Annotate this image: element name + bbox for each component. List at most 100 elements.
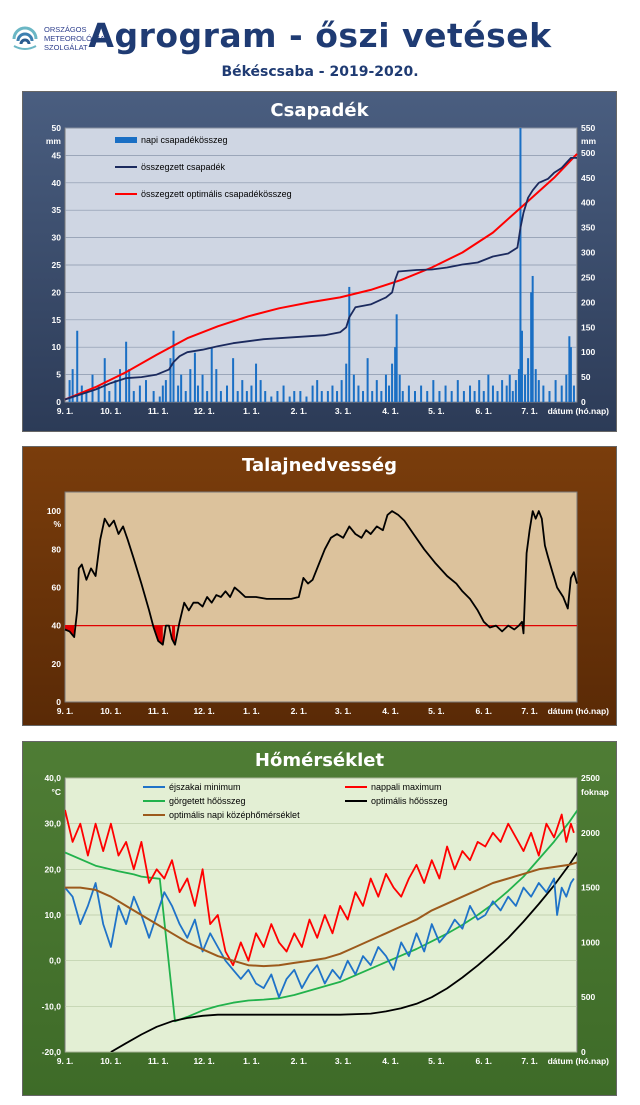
precip-bar: [469, 385, 472, 402]
y-right-tick-label: 50: [581, 372, 591, 382]
precip-bar: [432, 380, 435, 402]
precip-bar: [316, 380, 319, 402]
precip-bar: [128, 369, 131, 402]
precip-bar: [487, 374, 490, 402]
precip-bar: [505, 385, 508, 402]
cumulative-precip-line: [64, 157, 577, 401]
precip-bar: [352, 374, 355, 402]
header: ORSZÁGOS METEOROLÓGIAI SZOLGÁLAT Agrogra…: [0, 0, 640, 88]
precip-bar: [232, 358, 235, 402]
precip-bar: [542, 385, 545, 402]
y-right-tick-label: 300: [581, 248, 595, 258]
y-axis-label: %: [53, 519, 61, 529]
precip-bar: [531, 275, 534, 402]
precip-bar: [320, 391, 323, 402]
precip-bar: [145, 380, 148, 402]
precip-bar: [250, 385, 253, 402]
x-tick-label: 9. 1.: [57, 706, 74, 716]
precip-bar: [189, 369, 192, 402]
legend-label: összegzett optimális csapadékösszeg: [141, 189, 292, 199]
precip-bar: [331, 385, 334, 402]
y-left-tick-label: 30: [52, 233, 62, 243]
y-tick-label: 40: [52, 621, 62, 631]
precip-bar: [380, 391, 383, 402]
precip-bar: [270, 396, 273, 402]
soil-moisture-title: Talajnedvesség: [242, 455, 397, 476]
page-title: Agrogram - őszi vetések: [88, 16, 552, 55]
x-tick-label: 1. 1.: [243, 1056, 260, 1066]
y-right-tick-label: 0: [581, 397, 586, 407]
precip-bar: [152, 391, 155, 402]
precip-bar: [565, 374, 568, 402]
x-tick-label: 12. 1.: [193, 406, 214, 416]
precip-bar: [426, 391, 429, 402]
y-left-tick-label: -20,0: [42, 1047, 62, 1057]
y-right-tick-label: 200: [581, 297, 595, 307]
x-tick-label: 12. 1.: [193, 1056, 214, 1066]
precip-bar: [336, 391, 339, 402]
plot-area: [64, 491, 578, 703]
legend-label: éjszakai minimum: [169, 782, 241, 792]
precip-bar: [245, 391, 248, 402]
y-left-tick-label: 35: [52, 205, 62, 215]
y-tick-label: 100: [47, 506, 61, 516]
y-left-tick-label: 5: [56, 370, 61, 380]
precip-bar: [407, 385, 410, 402]
y-right-tick-label: 350: [581, 223, 595, 233]
logo-line-3: SZOLGÁLAT: [44, 43, 88, 52]
y-tick-label: 0: [56, 697, 61, 707]
y-right-tick-label: 250: [581, 272, 595, 282]
precip-bar: [276, 391, 279, 402]
precip-bar: [169, 358, 172, 402]
x-tick-label: 9. 1.: [57, 406, 74, 416]
precip-bar: [119, 369, 122, 402]
precip-bar: [210, 347, 213, 402]
x-tick-label: 11. 1.: [148, 1056, 169, 1066]
temperature-title: Hőmérséklet: [254, 750, 385, 771]
legend-label: optimális hőösszeg: [371, 796, 448, 806]
precip-bar: [413, 391, 416, 402]
y-right-tick-label: 2500: [581, 773, 600, 783]
x-tick-label: 4. 1.: [382, 1056, 399, 1066]
soil-moisture-panel: 0 20 40 60 80 100% 9. 1. 10. 1. 11. 1. 12. 1. 1. 1…: [22, 446, 617, 726]
precip-bar: [569, 347, 572, 402]
precip-bar: [537, 380, 540, 402]
precip-bar: [193, 352, 196, 402]
precip-bar: [519, 128, 522, 402]
y-left-tick-label: 10: [52, 342, 62, 352]
x-tick-label: 5. 1.: [428, 1056, 445, 1066]
precip-bar: [345, 363, 348, 402]
y-right-tick-label: 1500: [581, 883, 600, 893]
y-right-tick-label: 150: [581, 322, 595, 332]
precip-bar: [450, 391, 453, 402]
optimal-gdd-line: [110, 851, 577, 1052]
precip-bar: [362, 391, 365, 402]
x-tick-label: 11. 1.: [148, 706, 169, 716]
y-right-tick-label: 450: [581, 173, 595, 183]
precip-bar: [132, 391, 135, 402]
precipitation-panel: 0 5 10 15 20 25 30 35 40 45 50 0 50 100 150 200 250 300 35…: [22, 91, 617, 432]
precip-bar: [236, 391, 239, 402]
precip-bar: [259, 380, 262, 402]
precip-bar: [177, 385, 180, 402]
x-tick-label: 6. 1.: [475, 406, 492, 416]
x-tick-label: 12. 1.: [193, 706, 214, 716]
x-tick-label: 10. 1.: [100, 1056, 121, 1066]
precip-bar: [508, 374, 511, 402]
precip-bar: [241, 380, 244, 402]
precip-bar: [172, 330, 175, 402]
temperature-panel: -20,0 -10,0 0,0 10,0 20,0 30,0 40,0 0 500 1000 150…: [22, 741, 617, 1096]
y-left-tick-label: 15: [52, 315, 62, 325]
precip-bar: [357, 385, 360, 402]
precip-bar: [138, 385, 141, 402]
y-right-tick-label: 2000: [581, 828, 600, 838]
y-right-tick-label: 400: [581, 198, 595, 208]
precip-bar: [478, 380, 481, 402]
y-right-tick-label: 0: [581, 1047, 586, 1057]
y-left-tick-label: -10,0: [42, 1001, 62, 1011]
precip-bar: [534, 369, 537, 402]
precip-bar: [524, 374, 527, 402]
precip-bar: [572, 385, 575, 402]
plot-series: [65, 809, 577, 1052]
logo-text: ORSZÁGOS METEOROLÓGIAI SZOLGÁLAT: [44, 25, 107, 52]
